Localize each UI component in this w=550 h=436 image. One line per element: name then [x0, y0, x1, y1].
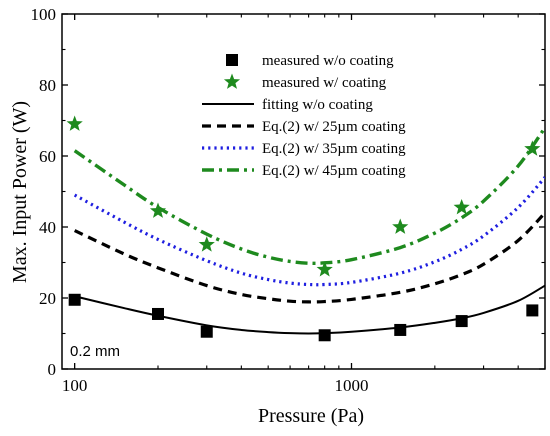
- x-tick-label: 1000: [335, 376, 369, 395]
- series-line-4: [73, 126, 545, 266]
- x-axis-label: Pressure (Pa): [258, 405, 364, 427]
- series-line-3: [73, 176, 545, 287]
- legend-label: fitting w/o coating: [262, 97, 373, 113]
- data-point-square: [526, 304, 539, 317]
- data-point-star: [392, 218, 409, 234]
- annotation-label: 0.2 mm: [70, 343, 120, 360]
- legend: measured w/o coating measured w/ coating f…: [202, 53, 406, 179]
- data-point-square: [318, 329, 331, 342]
- y-tick-label: 80: [39, 76, 56, 95]
- series-line-2: [73, 211, 545, 304]
- legend-symbol-square: [226, 54, 238, 66]
- legend-symbol-star: [223, 73, 241, 89]
- data-point-star: [316, 261, 333, 277]
- data-point-star: [524, 140, 541, 156]
- x-tick-label: 100: [62, 376, 88, 395]
- data-point-square: [200, 325, 213, 338]
- data-point-star: [66, 115, 83, 131]
- legend-label: measured w/o coating: [262, 53, 394, 69]
- y-tick-label: 100: [31, 5, 57, 24]
- series-layer: [66, 115, 545, 342]
- y-tick-label: 0: [48, 360, 57, 379]
- data-point-square: [394, 323, 407, 336]
- legend-label: Eq.(2) w/ 45µm coating: [262, 163, 406, 179]
- data-point-square: [455, 315, 468, 328]
- y-axis-label: Max. Input Power (W): [9, 101, 31, 283]
- data-point-star: [198, 236, 215, 252]
- data-point-square: [68, 293, 81, 306]
- series-line-1: [74, 284, 545, 335]
- legend-label: measured w/ coating: [262, 75, 387, 91]
- legend-label: Eq.(2) w/ 25µm coating: [262, 119, 406, 135]
- data-point-star: [453, 198, 470, 215]
- data-point-square: [152, 307, 165, 320]
- y-tick-label: 60: [39, 147, 56, 166]
- data-point-star: [149, 202, 167, 218]
- axes: 0 20 40 60 80 100 100 1000: [31, 5, 546, 395]
- y-tick-label: 40: [39, 218, 56, 237]
- legend-label: Eq.(2) w/ 35µm coating: [262, 141, 406, 157]
- y-tick-label: 20: [39, 289, 56, 308]
